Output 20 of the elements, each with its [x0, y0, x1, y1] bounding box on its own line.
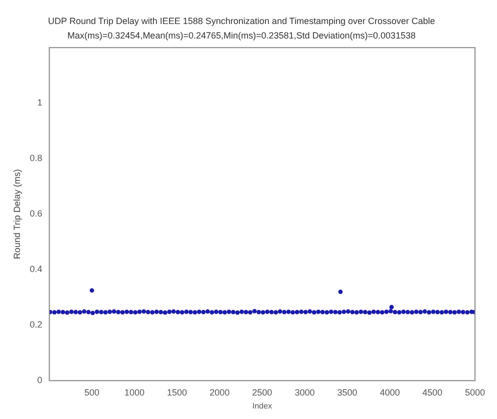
x-tick-label: 3000 — [294, 387, 315, 398]
chart-title: UDP Round Trip Delay with IEEE 1588 Synchronization and Timestamping over Crossover Cable — [48, 16, 436, 26]
y-tick-label: 0 — [37, 375, 42, 386]
x-tick-label: 2500 — [252, 387, 272, 398]
x-tick-label: 1500 — [167, 387, 188, 398]
y-tick-label: 1 — [37, 98, 42, 108]
y-axis-title: Round Trip Delay (ms) — [12, 169, 22, 260]
x-tick-label: 2000 — [210, 387, 230, 398]
x-tick-label: 5000 — [464, 387, 486, 398]
y-tick-label: 0.6 — [30, 208, 42, 219]
y-tick-label: 0.2 — [30, 320, 42, 330]
y-tick-label: 0.4 — [30, 264, 42, 274]
x-tick-label: 4000 — [380, 387, 400, 398]
x-tick-label: 500 — [84, 387, 100, 398]
x-tick-label: 1000 — [124, 387, 144, 398]
x-axis-title: Index — [252, 401, 272, 410]
chart-subtitle: Max(ms)=0.32454,Mean(ms)=0.24765,Min(ms)=0.23581,Std Deviation(ms)=0.0031538 — [67, 30, 416, 41]
x-tick-label: 4500 — [422, 387, 442, 398]
y-tick-label: 0.8 — [30, 153, 42, 164]
x-tick-label: 3500 — [337, 387, 358, 398]
